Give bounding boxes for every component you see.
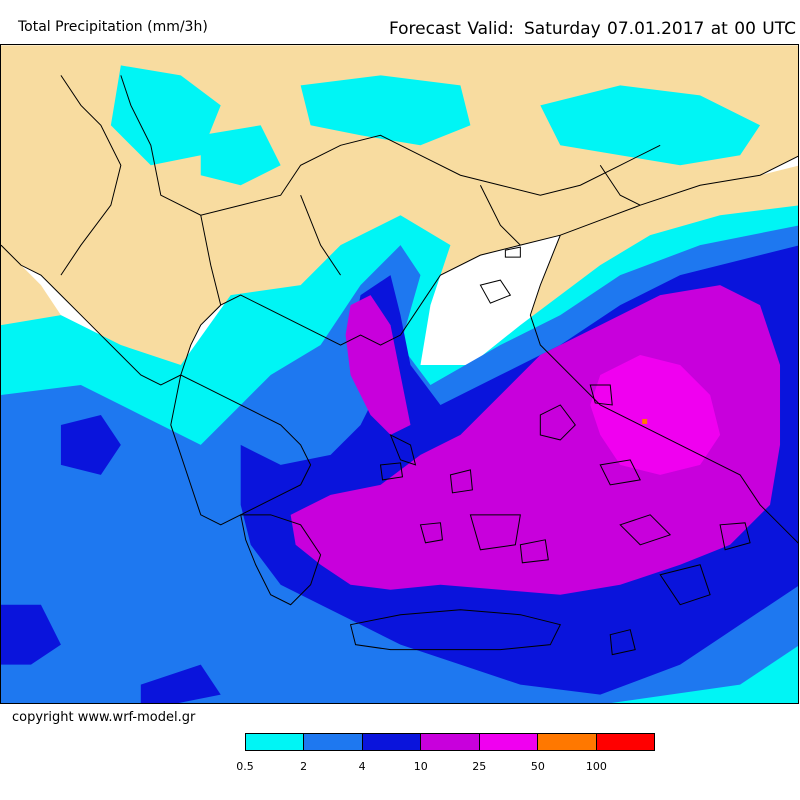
legend-labels: 0.5 2 4 10 25 50 100 (0, 760, 800, 776)
legend-swatch (479, 734, 539, 750)
legend-swatch (246, 734, 305, 750)
color-legend (245, 733, 655, 751)
legend-swatch (596, 734, 654, 750)
legend-label: 25 (472, 760, 487, 773)
forecast-valid-label: Forecast Valid: Saturday 07.01.2017 at 00… (389, 19, 796, 39)
legend-swatch (362, 734, 422, 750)
legend-swatch (304, 734, 363, 750)
legend-label: 2 (300, 760, 308, 773)
precipitation-map (0, 44, 799, 704)
legend-label: 4 (358, 760, 366, 773)
precip-band-25 (590, 355, 721, 475)
coastlines (1, 75, 798, 656)
legend-swatch (421, 734, 480, 750)
legend-label: 100 (585, 760, 607, 773)
legend-label: 0.5 (236, 760, 254, 773)
forecast-valid-prefix: Forecast Valid: (388, 19, 515, 39)
map-title: Total Precipitation (mm/3h) (18, 19, 208, 35)
map-canvas (1, 45, 798, 703)
legend-label: 10 (413, 760, 428, 773)
legend-swatch (538, 734, 597, 750)
copyright-text: copyright www.wrf-model.gr (12, 710, 196, 725)
forecast-valid-time: Saturday 07.01.2017 at 00 UTC (524, 19, 796, 39)
legend-label: 50 (530, 760, 545, 773)
precip-band-50 (642, 418, 648, 424)
